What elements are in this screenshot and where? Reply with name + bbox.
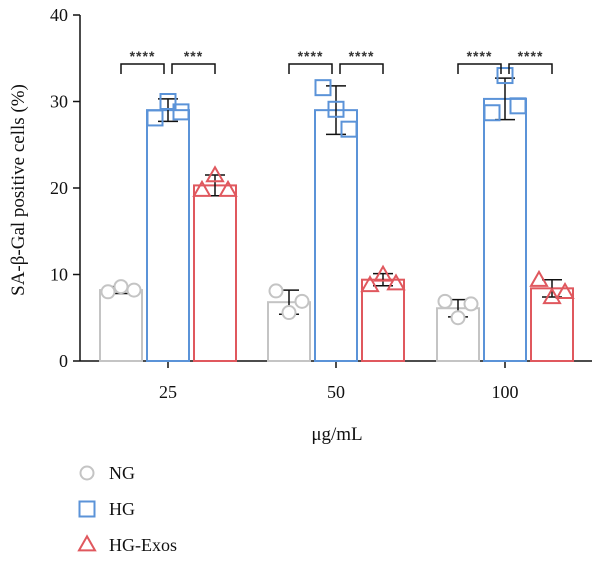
legend-item: HG: [78, 499, 135, 519]
data-point: [159, 93, 177, 110]
significance-label: ****: [467, 48, 493, 64]
legend: NG HG HG-Exos: [77, 463, 177, 555]
data-point: [327, 100, 345, 118]
y-tick-label: 30: [50, 92, 68, 112]
bar: [193, 184, 237, 362]
legend-label: NG: [109, 463, 135, 483]
bar: [483, 97, 527, 362]
data-point: [314, 79, 332, 97]
significance-bracket: [288, 63, 333, 74]
legend-item: HG-Exos: [77, 534, 177, 555]
x-tick-label: 100: [492, 382, 519, 402]
data-point: [450, 310, 466, 326]
significance-bracket: [120, 63, 165, 74]
y-tick-label: 40: [50, 5, 68, 25]
y-axis-label: SA-β-Gal positive cells (%): [8, 84, 29, 296]
data-point: [192, 179, 212, 197]
significance-bracket: [171, 63, 216, 74]
y-tick-label: 10: [50, 265, 68, 285]
data-point: [205, 165, 225, 183]
bar: [146, 109, 190, 363]
data-point: [146, 109, 164, 127]
x-axis-label: μg/mL: [311, 424, 362, 445]
significance-label: ***: [184, 48, 203, 64]
data-point: [373, 264, 393, 282]
significance-bracket: [457, 63, 502, 74]
y-tick-label: 0: [59, 351, 68, 371]
y-tick-label: 20: [50, 178, 68, 198]
legend-marker: [78, 500, 96, 518]
data-point: [496, 67, 514, 85]
significance-bracket: [508, 63, 553, 74]
significance-label: ****: [298, 48, 324, 64]
data-point: [529, 269, 549, 287]
data-point: [172, 103, 190, 121]
legend-label: HG: [109, 499, 135, 519]
legend-label: HG-Exos: [109, 535, 177, 555]
data-point: [360, 275, 380, 293]
legend-marker: [79, 465, 95, 481]
data-point: [100, 284, 116, 300]
bar: [530, 287, 574, 362]
significance-label: ****: [349, 48, 375, 64]
data-point: [340, 120, 358, 138]
significance-label: ****: [130, 48, 156, 64]
data-point: [437, 293, 453, 309]
data-point: [126, 282, 142, 298]
legend-marker: [77, 534, 97, 552]
significance-bracket: [339, 63, 384, 74]
significance-label: ****: [518, 48, 544, 64]
x-tick-label: 50: [327, 382, 345, 402]
data-point: [386, 273, 406, 291]
data-point: [542, 287, 562, 305]
data-point: [113, 279, 129, 295]
legend-item: NG: [79, 463, 135, 483]
data-point: [218, 179, 238, 197]
data-point: [483, 104, 501, 122]
data-point: [509, 97, 527, 115]
data-point: [463, 296, 479, 312]
bar: [314, 109, 358, 363]
data-point: [555, 281, 575, 299]
data-point: [281, 305, 297, 321]
x-tick-label: 25: [159, 382, 177, 402]
data-point: [268, 283, 284, 299]
data-point: [294, 293, 310, 309]
bar: [99, 289, 143, 363]
